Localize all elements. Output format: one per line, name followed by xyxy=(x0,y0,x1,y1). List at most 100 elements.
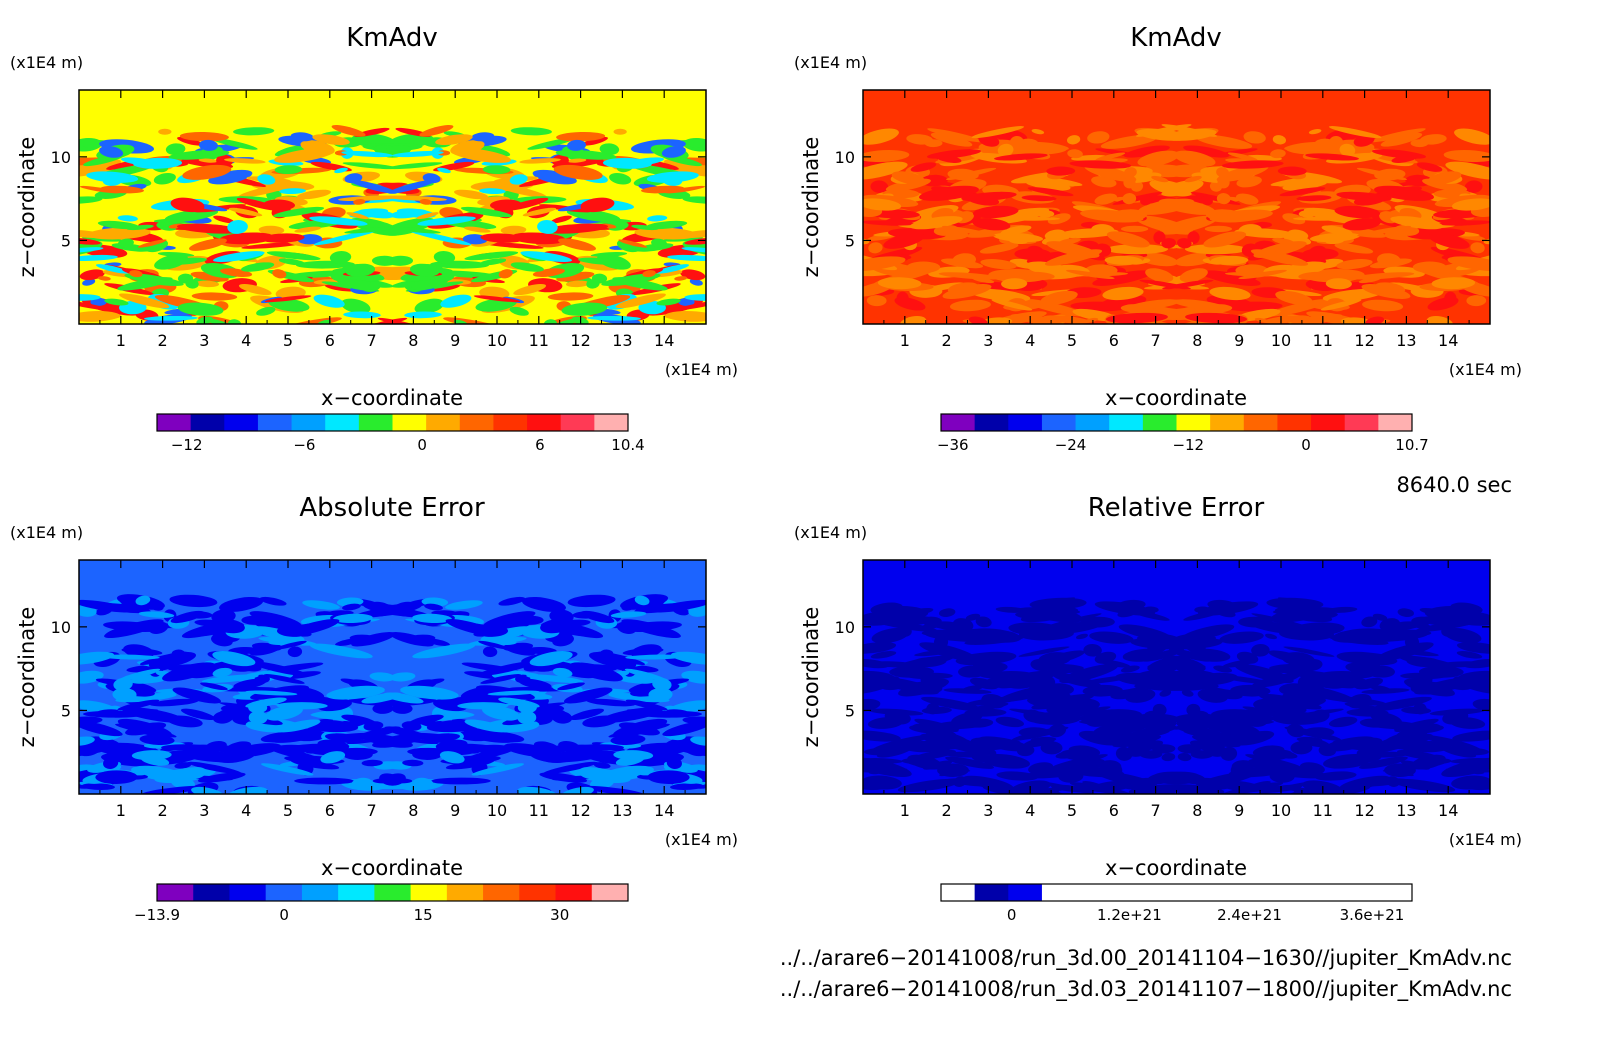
field-patch xyxy=(1353,193,1388,206)
field-patch xyxy=(162,662,216,682)
field-patch xyxy=(863,775,902,790)
field-patch xyxy=(1165,636,1211,648)
field-patch xyxy=(1339,143,1356,157)
field-patch xyxy=(1464,180,1483,194)
x-tick-label: 3 xyxy=(199,331,209,350)
field-patch xyxy=(169,594,218,608)
colorbar-swatch xyxy=(301,884,339,901)
field-patch xyxy=(921,696,983,712)
field-patch xyxy=(1282,251,1327,264)
field-patch xyxy=(340,298,371,314)
field-patch xyxy=(547,292,594,301)
field-patch xyxy=(1300,611,1338,620)
field-patch xyxy=(500,225,527,235)
panel-relative-error: Relative Error (x1E4 m) (x1E4 m) x−coord… xyxy=(794,493,1522,924)
field-patch xyxy=(1204,225,1233,233)
field-patch xyxy=(1027,187,1074,197)
colorbar-tick-label: −24 xyxy=(1055,436,1087,454)
field-patch xyxy=(95,264,129,274)
field-patch xyxy=(468,744,512,753)
colorbar-tick-label: 6 xyxy=(535,436,545,454)
field-patch xyxy=(1349,709,1365,715)
panel-kmadv-top-right: KmAdv (x1E4 m) (x1E4 m) x−coordinate z−c… xyxy=(794,23,1522,454)
field-patch xyxy=(871,627,910,644)
panel-title: KmAdv xyxy=(1130,23,1222,53)
field-patch xyxy=(1122,193,1137,205)
field-patch xyxy=(317,739,350,751)
field-patch xyxy=(965,718,994,728)
field-patch xyxy=(113,677,133,691)
field-patch xyxy=(296,189,331,200)
x-tick-label: 8 xyxy=(408,801,418,820)
colorbar-swatch xyxy=(1210,414,1245,431)
field-patch xyxy=(129,270,143,278)
x-tick-label: 4 xyxy=(1025,801,1035,820)
field-patch xyxy=(1362,299,1404,312)
field-patch xyxy=(170,610,205,624)
field-patch xyxy=(1268,650,1311,665)
field-patch xyxy=(139,734,175,745)
field-patch xyxy=(1195,777,1230,790)
field-patch xyxy=(1275,290,1313,306)
field-patch xyxy=(1221,160,1284,169)
field-patch xyxy=(80,138,97,148)
colorbar-swatch xyxy=(594,414,629,431)
field-patch xyxy=(492,183,547,198)
field-patch xyxy=(342,603,361,611)
field-patch xyxy=(313,294,345,308)
colorbar-swatch xyxy=(1142,414,1177,431)
field-patch xyxy=(180,708,216,720)
field-patch xyxy=(1427,297,1459,311)
y-tick-label: 10 xyxy=(835,148,855,167)
field-patch xyxy=(972,205,1019,219)
field-patch xyxy=(149,698,199,707)
field-patch xyxy=(926,702,940,715)
field-patch xyxy=(682,716,706,725)
x-tick-label: 9 xyxy=(1234,801,1244,820)
field-patch xyxy=(924,139,943,148)
field-patch xyxy=(479,258,507,266)
field-patch xyxy=(1068,745,1101,757)
field-patch xyxy=(1211,709,1271,723)
field-patch xyxy=(520,251,572,262)
field-patch xyxy=(245,690,298,696)
field-patch xyxy=(1252,745,1285,757)
x-tick-label: 6 xyxy=(325,801,335,820)
heatmap-field xyxy=(863,560,1490,794)
x-tick-label: 7 xyxy=(1151,801,1161,820)
field-patch xyxy=(1222,659,1256,668)
field-patch xyxy=(863,730,901,742)
field-patch xyxy=(121,647,163,656)
field-patch xyxy=(1147,664,1160,669)
field-patch xyxy=(1216,193,1231,205)
x-tick-label: 5 xyxy=(1067,331,1077,350)
field-patch xyxy=(544,223,609,234)
field-patch xyxy=(287,646,303,658)
field-patch xyxy=(383,692,424,704)
field-patch xyxy=(482,165,511,175)
field-patch xyxy=(259,596,287,606)
colorbar-swatch xyxy=(941,414,976,431)
field-patch xyxy=(1023,737,1056,748)
field-patch xyxy=(228,207,263,217)
field-patch xyxy=(868,767,886,775)
field-patch xyxy=(555,149,617,160)
field-patch xyxy=(1102,286,1144,301)
field-patch xyxy=(1197,688,1228,703)
field-patch xyxy=(975,616,992,628)
field-patch xyxy=(198,158,218,163)
field-patch xyxy=(392,150,444,158)
field-patch xyxy=(567,139,586,151)
x-tick-label: 2 xyxy=(942,801,952,820)
field-patch xyxy=(349,634,376,642)
field-patch xyxy=(1183,145,1230,158)
panel-title: Relative Error xyxy=(1088,493,1265,523)
field-patch xyxy=(195,280,220,288)
field-patch xyxy=(138,611,175,618)
field-patch xyxy=(1358,277,1382,284)
colorbar-swatch xyxy=(1008,414,1043,431)
field-patch xyxy=(1194,750,1214,758)
field-patch xyxy=(527,137,576,150)
field-patch xyxy=(1216,780,1264,792)
field-patch xyxy=(1415,758,1452,765)
